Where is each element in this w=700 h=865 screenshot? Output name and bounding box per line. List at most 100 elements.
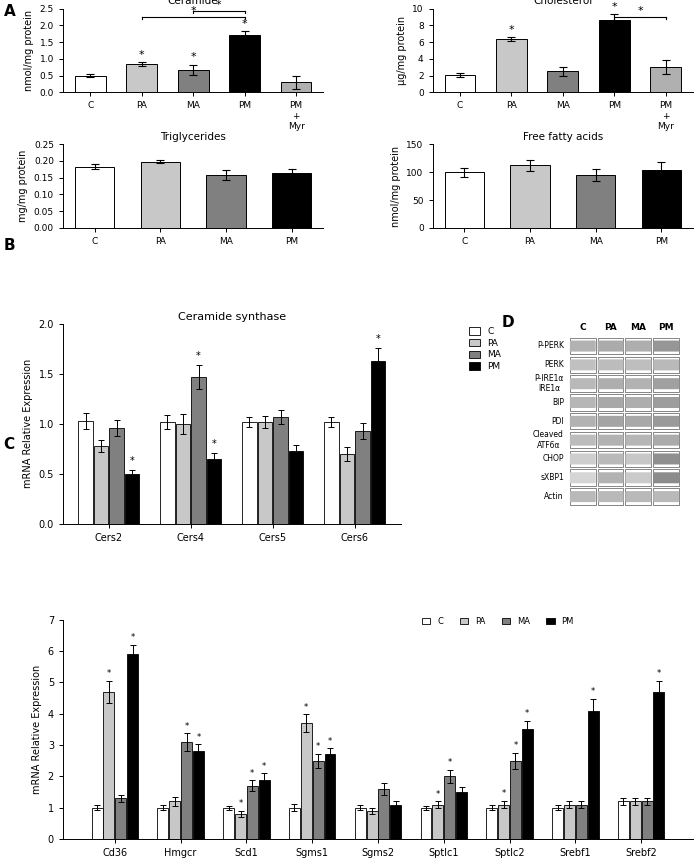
Bar <box>576 175 615 228</box>
Bar <box>379 789 389 839</box>
Text: *: * <box>250 769 255 778</box>
Bar <box>654 692 664 839</box>
Bar <box>289 808 300 839</box>
Bar <box>547 72 578 93</box>
Bar <box>498 804 509 839</box>
Title: Cholesterol: Cholesterol <box>533 0 592 6</box>
Y-axis label: mRNA Relative Expression: mRNA Relative Expression <box>23 359 33 489</box>
Bar <box>421 808 431 839</box>
Text: *: * <box>657 670 661 678</box>
Bar <box>522 729 533 839</box>
Bar <box>207 459 221 524</box>
Text: C: C <box>4 437 15 452</box>
Text: *: * <box>612 2 617 12</box>
Bar <box>324 422 339 524</box>
Text: *: * <box>316 742 321 752</box>
Bar <box>126 64 158 93</box>
Bar <box>552 808 563 839</box>
Y-axis label: mg/mg protein: mg/mg protein <box>18 150 28 222</box>
Bar <box>650 67 681 93</box>
Text: *: * <box>525 709 529 718</box>
Bar <box>235 814 246 839</box>
Bar <box>371 361 385 524</box>
Text: *: * <box>591 687 595 696</box>
Text: *: * <box>212 439 216 449</box>
Bar <box>104 692 114 839</box>
Title: Free fatty acids: Free fatty acids <box>523 132 603 142</box>
Bar <box>496 39 527 93</box>
Bar <box>642 170 681 228</box>
Text: *: * <box>184 721 189 731</box>
Text: *: * <box>304 703 309 712</box>
Bar <box>176 424 190 524</box>
Bar <box>78 421 92 524</box>
Bar <box>433 804 443 839</box>
Bar <box>109 428 124 524</box>
Bar <box>630 802 640 839</box>
Bar <box>125 474 139 524</box>
Bar <box>325 754 335 839</box>
Bar <box>247 785 258 839</box>
Legend: C, PA, MA, PM: C, PA, MA, PM <box>467 324 504 374</box>
Bar <box>510 760 521 839</box>
Y-axis label: nmol/mg protein: nmol/mg protein <box>24 10 34 91</box>
Bar <box>75 167 114 228</box>
Bar <box>642 802 652 839</box>
Legend: C, PA, MA, PM: C, PA, MA, PM <box>421 615 575 627</box>
Bar <box>169 802 180 839</box>
Bar <box>206 175 246 228</box>
Bar <box>340 454 354 524</box>
Bar <box>576 804 587 839</box>
Bar <box>94 445 108 524</box>
Bar <box>75 75 106 93</box>
Bar <box>259 779 270 839</box>
Text: *: * <box>447 758 452 767</box>
Text: B: B <box>4 238 15 253</box>
Title: Triglycerides: Triglycerides <box>160 132 226 142</box>
Text: A: A <box>4 4 15 19</box>
Bar <box>92 808 102 839</box>
Bar <box>229 35 260 93</box>
Bar <box>456 792 467 839</box>
Text: *: * <box>637 6 643 16</box>
Text: *: * <box>130 456 134 466</box>
Bar <box>486 808 497 839</box>
Bar <box>444 74 475 93</box>
Bar <box>355 808 365 839</box>
Bar <box>444 172 484 228</box>
Bar <box>158 808 168 839</box>
Text: *: * <box>196 351 201 361</box>
Bar <box>564 804 575 839</box>
Bar <box>510 165 550 228</box>
Bar <box>301 723 312 839</box>
Bar <box>356 431 370 524</box>
Text: *: * <box>376 334 381 343</box>
Bar <box>181 742 192 839</box>
Y-axis label: mRNA Relative Expression: mRNA Relative Expression <box>32 665 42 794</box>
Text: *: * <box>262 762 266 771</box>
Y-axis label: nmol/mg protein: nmol/mg protein <box>391 145 401 227</box>
Text: *: * <box>190 53 196 62</box>
Text: *: * <box>239 799 243 809</box>
Bar <box>274 417 288 524</box>
Bar <box>444 777 455 839</box>
Bar <box>223 808 234 839</box>
Text: *: * <box>501 790 506 798</box>
Bar <box>313 760 323 839</box>
Title: Ceramide: Ceramide <box>168 0 218 6</box>
Text: *: * <box>190 6 196 16</box>
Bar <box>272 173 312 228</box>
Text: D: D <box>501 315 514 330</box>
Y-axis label: μg/mg protein: μg/mg protein <box>397 16 407 85</box>
Bar <box>598 20 630 93</box>
Text: *: * <box>139 50 144 60</box>
Bar <box>391 804 401 839</box>
Text: *: * <box>107 670 111 678</box>
Bar <box>367 811 377 839</box>
Bar <box>618 802 629 839</box>
Bar <box>258 422 272 524</box>
Bar <box>141 162 180 228</box>
Text: *: * <box>241 19 247 29</box>
Bar <box>160 422 174 524</box>
Text: *: * <box>216 0 222 10</box>
